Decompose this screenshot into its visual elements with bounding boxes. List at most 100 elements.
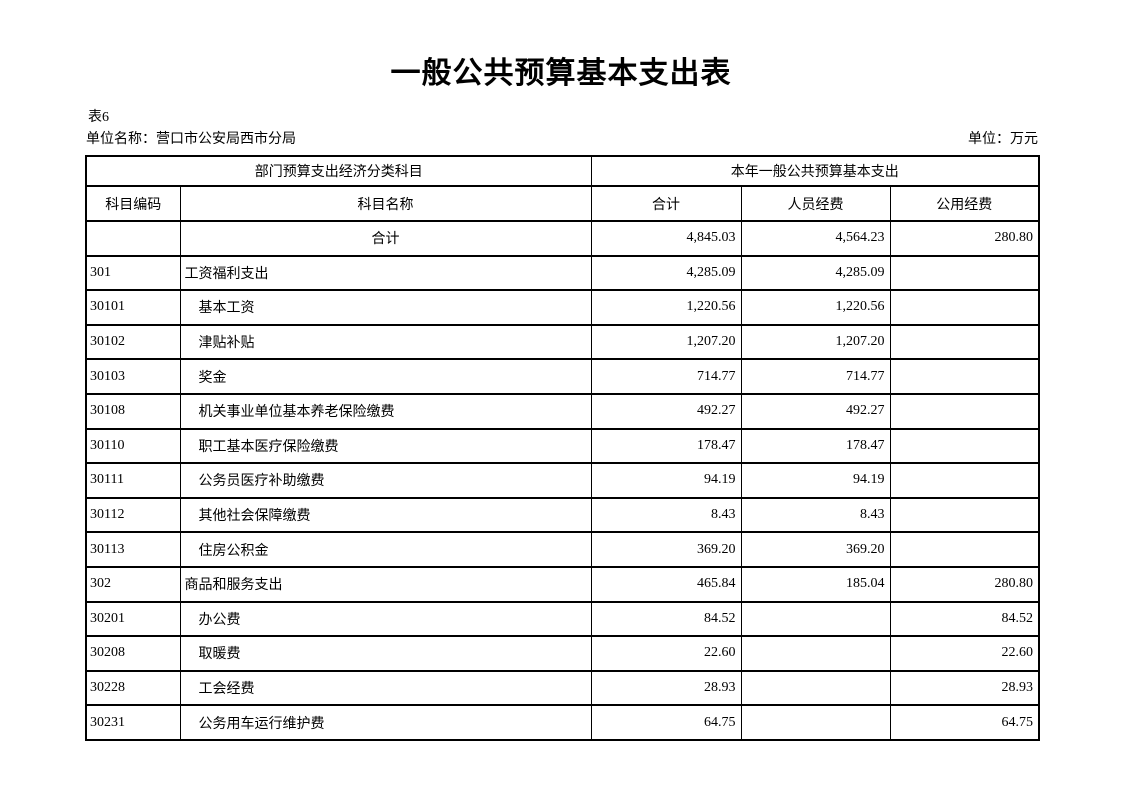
subject-name-cell: 津贴补贴 [179, 323, 592, 361]
header-public-funds: 公用经费 [889, 185, 1040, 222]
subject-name-cell: 奖金 [179, 358, 592, 395]
table-row: 30111 公务员医疗补助缴费 94.19 94.19 [85, 462, 1040, 499]
personnel-funds-cell: 94.19 [740, 462, 891, 499]
header-group-classification: 部门预算支出经济分类科目 [85, 155, 592, 187]
subject-name-cell: 取暖费 [179, 635, 592, 672]
public-funds-cell [889, 358, 1040, 395]
public-funds-cell [889, 496, 1040, 534]
table-row: 30108 机关事业单位基本养老保险缴费 492.27 492.27 [85, 392, 1040, 430]
public-funds-cell [889, 462, 1040, 499]
currency-unit-label: 单位：万元 [968, 132, 1038, 147]
personnel-funds-cell: 4,564.23 [740, 220, 891, 257]
subject-code-cell: 30102 [85, 323, 181, 361]
total-cell: 714.77 [590, 358, 742, 395]
table-row: 30112 其他社会保障缴费 8.43 8.43 [85, 496, 1040, 534]
total-cell: 492.27 [590, 392, 742, 430]
unit-name-label: 单位名称：营口市公安局西市分局 [86, 132, 296, 147]
page-title: 一般公共预算基本支出表 [390, 57, 732, 90]
total-cell: 1,207.20 [590, 323, 742, 361]
table-row: 30201 办公费 84.52 84.52 [85, 600, 1040, 638]
subject-code-cell: 30228 [85, 669, 181, 707]
subject-name-cell: 商品和服务支出 [179, 565, 592, 603]
table-row: 30110 职工基本医疗保险缴费 178.47 178.47 [85, 427, 1040, 465]
personnel-funds-cell: 1,207.20 [740, 323, 891, 361]
public-funds-cell [889, 323, 1040, 361]
table-row: 30231 公务用车运行维护费 64.75 64.75 [85, 704, 1040, 741]
subject-name-cell: 公务员医疗补助缴费 [179, 462, 592, 499]
total-cell: 4,285.09 [590, 254, 742, 292]
table-row: 30103 奖金 714.77 714.77 [85, 358, 1040, 395]
table-row: 30113 住房公积金 369.20 369.20 [85, 531, 1040, 568]
header-personnel-funds: 人员经费 [740, 185, 891, 222]
total-cell: 369.20 [590, 531, 742, 568]
subject-name-cell: 基本工资 [179, 289, 592, 326]
budget-table: 部门预算支出经济分类科目 本年一般公共预算基本支出 科目编码 科目名称 合计 人… [85, 155, 1040, 741]
header-group-expenditure: 本年一般公共预算基本支出 [590, 155, 1040, 187]
subject-name-cell: 机关事业单位基本养老保险缴费 [179, 392, 592, 430]
public-funds-cell: 22.60 [889, 635, 1040, 672]
table-row: 30228 工会经费 28.93 28.93 [85, 669, 1040, 707]
total-cell: 22.60 [590, 635, 742, 672]
table-header: 部门预算支出经济分类科目 本年一般公共预算基本支出 科目编码 科目名称 合计 人… [85, 155, 1040, 222]
header-total: 合计 [590, 185, 742, 222]
total-cell: 1,220.56 [590, 289, 742, 326]
table-body: 合计 4,845.03 4,564.23 280.80 301 工资福利支出 4,285.0… [85, 220, 1040, 741]
public-funds-cell [889, 289, 1040, 326]
subject-code-cell: 30208 [85, 635, 181, 672]
personnel-funds-cell [740, 704, 891, 741]
personnel-funds-cell: 1,220.56 [740, 289, 891, 326]
table-row: 30101 基本工资 1,220.56 1,220.56 [85, 289, 1040, 326]
personnel-funds-cell: 185.04 [740, 565, 891, 603]
total-cell: 84.52 [590, 600, 742, 638]
header-column-row: 科目编码 科目名称 合计 人员经费 公用经费 [85, 185, 1040, 222]
header-subject-name: 科目名称 [179, 185, 592, 222]
subject-code-cell: 301 [85, 254, 181, 292]
header-subject-code: 科目编码 [85, 185, 181, 222]
table-row: 301 工资福利支出 4,285.09 4,285.09 [85, 254, 1040, 292]
subject-name-cell: 合计 [179, 220, 592, 257]
public-funds-cell [889, 531, 1040, 568]
public-funds-cell: 64.75 [889, 704, 1040, 741]
table-row: 30208 取暖费 22.60 22.60 [85, 635, 1040, 672]
total-cell: 465.84 [590, 565, 742, 603]
table-number-label: 表6 [88, 110, 109, 125]
subject-code-cell: 30111 [85, 462, 181, 499]
total-cell: 178.47 [590, 427, 742, 465]
personnel-funds-cell: 492.27 [740, 392, 891, 430]
subject-code-cell: 30108 [85, 392, 181, 430]
subject-name-cell: 住房公积金 [179, 531, 592, 568]
public-funds-cell: 28.93 [889, 669, 1040, 707]
subject-code-cell: 30101 [85, 289, 181, 326]
personnel-funds-cell: 714.77 [740, 358, 891, 395]
personnel-funds-cell [740, 669, 891, 707]
total-cell: 64.75 [590, 704, 742, 741]
table-row: 合计 4,845.03 4,564.23 280.80 [85, 220, 1040, 257]
subject-name-cell: 工会经费 [179, 669, 592, 707]
subject-name-cell: 职工基本医疗保险缴费 [179, 427, 592, 465]
public-funds-cell [889, 392, 1040, 430]
total-cell: 28.93 [590, 669, 742, 707]
meta-line: 单位名称：营口市公安局西市分局 单位：万元 [86, 128, 1038, 148]
subject-code-cell: 302 [85, 565, 181, 603]
table-row: 30102 津贴补贴 1,207.20 1,207.20 [85, 323, 1040, 361]
subject-code-cell: 30231 [85, 704, 181, 741]
subject-name-cell: 工资福利支出 [179, 254, 592, 292]
public-funds-cell [889, 254, 1040, 292]
subject-name-cell: 其他社会保障缴费 [179, 496, 592, 534]
public-funds-cell [889, 427, 1040, 465]
personnel-funds-cell: 178.47 [740, 427, 891, 465]
public-funds-cell: 280.80 [889, 565, 1040, 603]
subject-code-cell: 30113 [85, 531, 181, 568]
subject-code-cell: 30201 [85, 600, 181, 638]
subject-code-cell: 30103 [85, 358, 181, 395]
personnel-funds-cell: 4,285.09 [740, 254, 891, 292]
header-group-row: 部门预算支出经济分类科目 本年一般公共预算基本支出 [85, 155, 1040, 187]
total-cell: 94.19 [590, 462, 742, 499]
subject-code-cell: 30112 [85, 496, 181, 534]
subject-name-cell: 公务用车运行维护费 [179, 704, 592, 741]
personnel-funds-cell [740, 635, 891, 672]
personnel-funds-cell [740, 600, 891, 638]
total-cell: 4,845.03 [590, 220, 742, 257]
public-funds-cell: 84.52 [889, 600, 1040, 638]
